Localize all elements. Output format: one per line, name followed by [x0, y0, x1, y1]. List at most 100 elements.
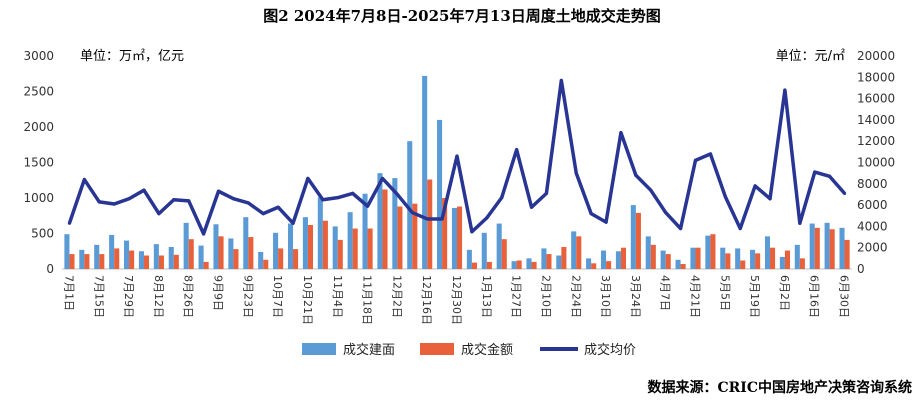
price-point: [351, 191, 355, 195]
bar-area: [168, 246, 174, 269]
right-tick-label: 16000: [857, 92, 895, 106]
bar-amount: [99, 254, 105, 269]
bar-area: [213, 224, 219, 269]
price-point: [67, 221, 72, 225]
bar-area: [496, 223, 502, 269]
bar-amount: [293, 249, 299, 269]
price-point: [395, 192, 399, 197]
x-tick-label: 8月26日: [182, 275, 195, 318]
price-point: [678, 226, 683, 231]
bar-amount: [546, 254, 552, 269]
price-point: [664, 210, 668, 215]
price-point: [246, 201, 250, 205]
bar-area: [675, 259, 681, 269]
bar-amount: [814, 227, 820, 269]
bar-amount: [784, 250, 790, 269]
price-point: [753, 184, 757, 188]
bar-area: [183, 222, 189, 269]
bar-area: [332, 226, 338, 269]
price-point: [291, 221, 295, 225]
price-point: [470, 230, 474, 234]
price-point: [842, 191, 847, 195]
right-tick-label: 12000: [857, 134, 895, 148]
bar-area: [735, 248, 741, 269]
bar-amount: [516, 260, 522, 269]
bar-amount: [307, 224, 314, 269]
x-tick-label: 7月29日: [122, 275, 135, 318]
bar-area: [407, 141, 413, 269]
bar-area: [79, 249, 85, 269]
bar-area: [258, 251, 264, 269]
bar-amount: [188, 239, 194, 269]
price-point: [97, 200, 101, 204]
price-point: [440, 217, 444, 221]
price-point: [306, 176, 310, 181]
x-tick-label: 8月12日: [152, 275, 165, 318]
bar-area: [437, 119, 443, 270]
right-tick-label: 0: [857, 262, 865, 276]
bar-amount: [755, 253, 761, 269]
price-point: [425, 217, 429, 221]
legend-swatch-amount: [420, 343, 454, 355]
bar-amount: [158, 255, 164, 269]
price-point: [216, 189, 221, 193]
bar-amount: [829, 229, 835, 269]
bar-amount: [576, 236, 582, 269]
bar-amount: [442, 198, 448, 269]
x-tick-label: 1月13日: [480, 275, 493, 318]
price-point: [559, 78, 563, 83]
x-tick-label: 11月18日: [361, 275, 374, 325]
price-point: [321, 198, 325, 202]
right-axis-ticks: 0 2000 4000 6000 8000 10000 12000 14000 16000 180…: [857, 49, 895, 276]
price-point: [202, 232, 206, 236]
bar-amount: [203, 261, 209, 269]
right-tick-label: 4000: [857, 219, 888, 233]
x-tick-label: 2月24日: [569, 275, 582, 318]
bar-area: [362, 193, 368, 269]
bar-amount: [248, 237, 254, 269]
x-tick-label: 9月9日: [212, 275, 225, 311]
bar-amount: [412, 203, 418, 269]
bar-area: [690, 247, 696, 269]
x-tick-label: 3月24日: [629, 275, 642, 318]
x-tick-label: 12月30日: [450, 275, 463, 325]
bar-area: [720, 247, 726, 269]
bar-amount: [740, 260, 746, 269]
bar-amount: [665, 254, 671, 269]
bar-area: [287, 223, 294, 269]
bar-amount: [770, 247, 776, 269]
price-point: [589, 212, 593, 216]
price-point: [82, 177, 86, 182]
price-point: [515, 148, 519, 152]
x-tick-label: 10月7日: [271, 275, 284, 318]
price-point: [798, 221, 802, 225]
bar-amount: [606, 261, 612, 269]
left-tick-label: 0: [46, 262, 54, 276]
x-tick-label: 4月21日: [688, 275, 701, 318]
bar-amount: [471, 262, 477, 269]
price-point: [261, 212, 265, 216]
bar-area: [273, 232, 279, 269]
bar-area: [824, 222, 830, 269]
price-point: [768, 197, 772, 201]
bar-area: [228, 238, 234, 269]
x-tick-label: 7月1日: [62, 275, 75, 311]
right-tick-label: 20000: [857, 49, 895, 63]
left-tick-label: 2000: [23, 120, 54, 134]
bar-amount: [143, 255, 150, 269]
bar-area: [481, 232, 487, 269]
x-tick-label: 12月16日: [420, 275, 433, 325]
bar-area: [153, 244, 159, 269]
price-point: [500, 196, 504, 200]
bar-area: [526, 258, 532, 269]
price-point: [380, 176, 385, 181]
bar-amount: [129, 250, 135, 269]
bar-amount: [501, 239, 507, 269]
price-point: [276, 205, 280, 209]
price-point: [231, 197, 236, 201]
bar-area: [347, 212, 353, 269]
price-point: [127, 197, 131, 201]
bar-area: [794, 244, 800, 269]
bar-area: [94, 244, 100, 269]
bar-amount: [397, 206, 403, 269]
